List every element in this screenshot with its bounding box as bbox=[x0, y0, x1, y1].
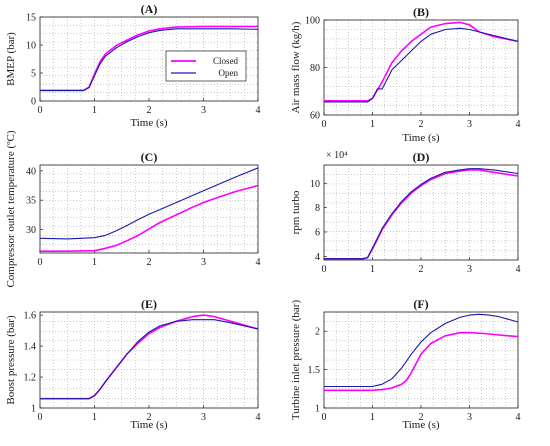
panel-title: (A) bbox=[141, 2, 158, 16]
x-tick-label: 0 bbox=[38, 257, 43, 268]
x-axis-label: Time (s) bbox=[402, 419, 440, 431]
x-tick-label: 0 bbox=[322, 264, 327, 275]
panel-4: 0 1 2 3 4 4 6 8 10 (D) rpm turbo × 10⁴ bbox=[290, 150, 521, 275]
y-tick-label: 6 bbox=[315, 227, 320, 238]
x-tick-label: 3 bbox=[201, 412, 206, 423]
x-tick-label: 4 bbox=[256, 257, 261, 268]
panel-title: (B) bbox=[413, 5, 429, 19]
x-tick-label: 1 bbox=[92, 105, 97, 116]
x-tick-label: 1 bbox=[370, 412, 375, 423]
panel-title: (C) bbox=[141, 150, 158, 164]
x-axis-label: Time (s) bbox=[130, 419, 168, 431]
y-axis-label: Boost pressure (bar) bbox=[5, 315, 17, 405]
x-tick-label: 1 bbox=[92, 412, 97, 423]
y-axis-label: Compressor outlet temperature (ºC) bbox=[5, 130, 17, 287]
y-tick-label: 2 bbox=[315, 327, 320, 338]
y-tick-label: 80 bbox=[310, 63, 320, 74]
y-tick-label: 1.4 bbox=[24, 342, 37, 353]
series-line-closed bbox=[324, 331, 519, 392]
y-tick-label: 1.2 bbox=[24, 373, 37, 384]
y-tick-label: 1.5 bbox=[308, 365, 321, 376]
x-tick-label: 4 bbox=[516, 119, 521, 130]
y-tick-label: 15 bbox=[26, 13, 36, 24]
y-tick-label: 100 bbox=[305, 16, 320, 27]
panel-title: (E) bbox=[141, 297, 157, 311]
series-line-closed bbox=[40, 184, 259, 252]
x-tick-label: 4 bbox=[256, 105, 261, 116]
x-tick-label: 3 bbox=[201, 105, 206, 116]
legend-label: Closed bbox=[213, 56, 239, 66]
x-tick-label: 1 bbox=[370, 264, 375, 275]
y-tick-label: 30 bbox=[26, 225, 36, 236]
y-tick-label: 10 bbox=[310, 179, 320, 190]
x-tick-label: 3 bbox=[467, 412, 472, 423]
y-axis-label: BMEP (bar) bbox=[5, 32, 17, 86]
x-axis-label: Time (s) bbox=[402, 132, 440, 144]
legend-label: Open bbox=[219, 68, 239, 78]
y-tick-label: 1.6 bbox=[24, 311, 37, 322]
series-line-open bbox=[39, 167, 259, 240]
x-tick-label: 4 bbox=[516, 412, 521, 423]
x-tick-label: 0 bbox=[322, 412, 327, 423]
series-line-open bbox=[324, 313, 519, 388]
x-tick-label: 4 bbox=[256, 412, 261, 423]
x-tick-label: 3 bbox=[467, 119, 472, 130]
y-exponent-label: × 10⁴ bbox=[326, 150, 348, 161]
y-tick-label: 1 bbox=[31, 404, 36, 415]
y-tick-label: 60 bbox=[310, 111, 320, 122]
x-tick-label: 0 bbox=[322, 119, 327, 130]
legend: Closed Open bbox=[165, 50, 247, 82]
series-line-open bbox=[324, 27, 519, 103]
x-tick-label: 0 bbox=[38, 412, 43, 423]
y-tick-label: 8 bbox=[315, 203, 320, 214]
y-tick-label: 10 bbox=[26, 41, 36, 52]
x-tick-label: 2 bbox=[419, 412, 424, 423]
x-tick-label: 1 bbox=[92, 257, 97, 268]
panel-title: (F) bbox=[413, 297, 428, 311]
panel-3: 0 1 2 3 4 30 35 40 (C) Compressor outlet temperat… bbox=[5, 130, 261, 287]
series-line-open bbox=[324, 168, 519, 260]
x-tick-label: 2 bbox=[147, 257, 152, 268]
y-tick-label: 35 bbox=[26, 196, 36, 207]
x-tick-label: 3 bbox=[467, 264, 472, 275]
x-axis-label: Time (s) bbox=[130, 117, 168, 129]
x-tick-label: 1 bbox=[370, 119, 375, 130]
x-tick-label: 2 bbox=[147, 412, 152, 423]
panel-title: (D) bbox=[413, 150, 430, 164]
y-axis-label: Turbine inlet pressure (bar) bbox=[290, 300, 302, 421]
panel-5: 0 1 2 3 411.21.41.6(E)Time (s)Boost pressure… bbox=[5, 297, 261, 431]
y-tick-label: 5 bbox=[31, 69, 36, 80]
x-tick-label: 0 bbox=[38, 105, 43, 116]
x-tick-label: 2 bbox=[419, 264, 424, 275]
series-line-open bbox=[40, 319, 259, 400]
x-tick-label: 2 bbox=[419, 119, 424, 130]
y-axis-label: Air mass flow (kg/h) bbox=[290, 21, 302, 113]
x-tick-label: 3 bbox=[201, 257, 206, 268]
y-tick-label: 40 bbox=[26, 166, 36, 177]
y-tick-label: 1 bbox=[315, 404, 320, 415]
legend-box bbox=[165, 50, 247, 82]
y-tick-label: 4 bbox=[315, 252, 320, 263]
panel-2: 0 1 2 3 4 60 80 100 (B) Time (s) Air mass flow (kg… bbox=[290, 5, 521, 144]
series-line-open bbox=[40, 28, 259, 91]
x-tick-label: 4 bbox=[516, 264, 521, 275]
y-axis-label: rpm turbo bbox=[290, 190, 302, 234]
panel-1: 0 1 2 3 4 0 5 10 15 (A) Time (s) BMEP (bar) Closed Op… bbox=[5, 2, 261, 129]
panel-6: 0 1 2 3 411.52(F)Time (s)Turbine inlet press… bbox=[290, 297, 521, 431]
x-tick-label: 2 bbox=[147, 105, 152, 116]
y-tick-label: 0 bbox=[31, 97, 36, 108]
